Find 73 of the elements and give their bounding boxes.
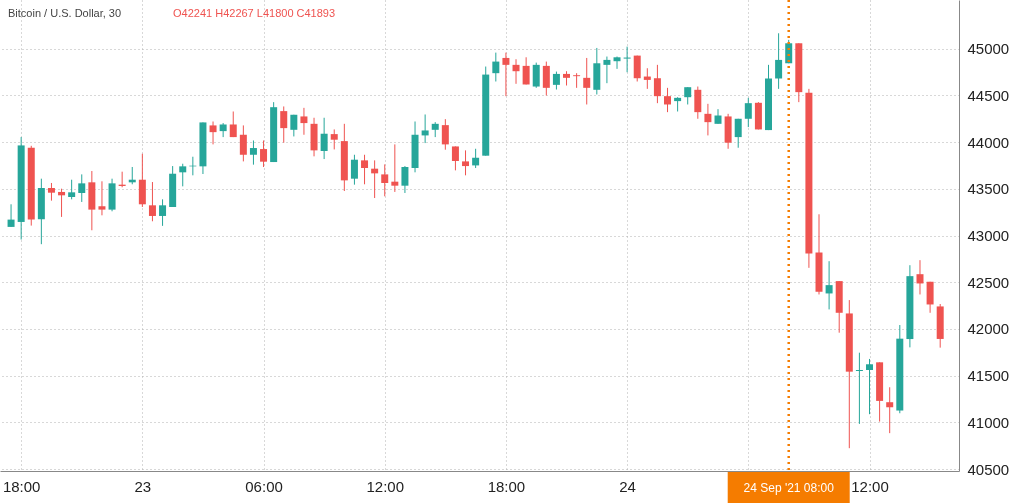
y-tick-label: 42000 — [967, 320, 1010, 338]
candlestick — [633, 55, 641, 82]
candlestick — [603, 56, 611, 84]
candlestick — [926, 281, 934, 314]
candlestick — [775, 32, 783, 90]
candlestick — [583, 57, 591, 105]
candlestick — [300, 107, 308, 136]
y-tick-label: 41500 — [967, 367, 1010, 385]
x-tick-label: 18:00 — [2, 477, 41, 495]
candlestick — [744, 97, 752, 128]
candlestick — [502, 52, 510, 97]
y-tick-label: 43000 — [967, 227, 1010, 244]
y-tick-label: 41000 — [967, 413, 1010, 431]
candlestick — [462, 149, 470, 176]
candlestick — [653, 64, 661, 104]
y-tick-label: 42500 — [967, 273, 1010, 291]
candlestick — [866, 358, 873, 415]
candlestick — [320, 117, 328, 160]
x-tick-label: 12:00 — [366, 477, 405, 495]
y-tick-label: 43500 — [967, 180, 1010, 198]
candlestick — [573, 72, 581, 89]
candlestick — [451, 145, 459, 171]
candlestick — [522, 56, 530, 85]
candlestick — [714, 108, 722, 125]
candlestick — [472, 148, 480, 169]
candlestick — [381, 163, 389, 197]
candlestick — [148, 181, 156, 222]
candlestick — [239, 124, 247, 162]
candlestick — [330, 128, 338, 150]
y-tick-label: 44000 — [967, 133, 1010, 151]
candlestick — [613, 56, 621, 70]
candlestick — [492, 52, 500, 82]
candlestick — [623, 46, 631, 73]
candlestick — [855, 352, 863, 425]
candlestick — [209, 120, 217, 145]
candlestick — [7, 203, 15, 228]
candlestick — [229, 110, 237, 138]
candlestick — [401, 165, 409, 194]
candlestick — [361, 154, 369, 185]
ref-line-label: 24 Sep '21 08:00 — [743, 481, 835, 495]
candlestick — [542, 61, 550, 97]
y-tick-label: 40500 — [967, 460, 1010, 478]
y-tick-label: 44500 — [967, 86, 1010, 104]
candlestick — [694, 86, 702, 120]
candlestick — [886, 386, 894, 434]
candlestick — [704, 103, 712, 136]
text: Bitcoin / U.S. Dollar, 30 — [8, 7, 122, 19]
candlestick — [280, 105, 288, 144]
y-tick-label: 45000 — [967, 40, 1010, 58]
x-tick-label: 23 — [134, 477, 152, 495]
candlestick — [734, 118, 742, 149]
x-tick-label: 24 — [619, 477, 636, 495]
candlestick — [260, 139, 268, 168]
candlestick — [98, 180, 106, 216]
candlestick — [391, 143, 399, 193]
candlestick — [159, 198, 167, 227]
x-tick-label: 06:00 — [245, 477, 283, 495]
candlestick — [825, 260, 833, 310]
candlestick — [421, 113, 429, 144]
candlestick — [68, 179, 76, 200]
candlestick — [512, 58, 520, 85]
x-tick-label: 12:00 — [851, 477, 889, 495]
text: O42241 H42267 L41800 C41893 — [173, 7, 336, 19]
candlestick — [916, 259, 924, 295]
candlestick — [78, 173, 86, 203]
candlestick — [219, 122, 227, 138]
x-tick-label: 18:00 — [487, 477, 526, 495]
candlestick — [441, 118, 449, 151]
candlestick — [350, 154, 358, 186]
candlestick — [664, 87, 672, 113]
candlestick — [179, 163, 187, 187]
candlestick — [249, 139, 257, 166]
candlestick — [532, 62, 540, 89]
